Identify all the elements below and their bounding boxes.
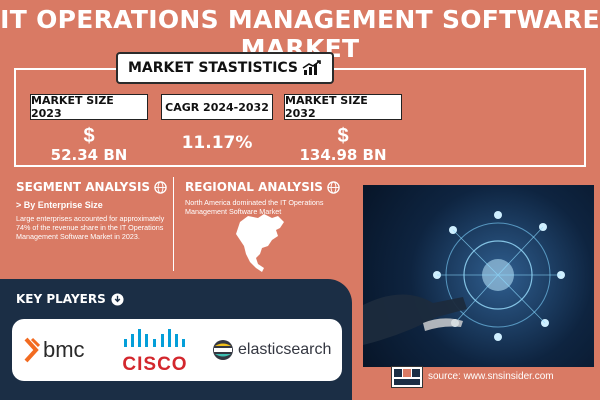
globe-icon xyxy=(154,180,167,194)
stat-value-cagr: 11.17% xyxy=(181,133,253,153)
bmc-logo: bmc xyxy=(24,337,85,363)
sns-insider-logo xyxy=(391,366,423,388)
frame-line-bottom xyxy=(14,165,586,167)
cisco-logo-text: CISCO xyxy=(122,354,188,375)
stat-label-market-size-2032: MARKET SIZE 2032 xyxy=(284,94,402,120)
logo-card: bmc CISCO elasticsearch xyxy=(12,319,342,381)
regional-analysis-label: REGIONAL ANALYSIS xyxy=(185,180,323,194)
regional-description: North America dominated the IT Operation… xyxy=(185,198,324,216)
frame-line-top-left xyxy=(14,68,116,70)
north-america-map-icon xyxy=(236,214,284,272)
chart-growth-icon xyxy=(302,60,321,75)
bmc-logo-text: bmc xyxy=(43,337,85,362)
frame-line-top-right xyxy=(334,68,586,70)
stat-value-market-size-2032: 134.98 BN xyxy=(299,146,387,164)
frame-line-right xyxy=(584,68,586,166)
stat-label-cagr: CAGR 2024-2032 xyxy=(161,94,273,120)
page-title: IT OPERATIONS MANAGEMENT SOFTWARE MARKET xyxy=(0,5,600,63)
segment-description: Large enterprises accounted for approxim… xyxy=(16,214,165,241)
vertical-divider xyxy=(173,177,174,271)
network-hologram-icon xyxy=(363,211,565,345)
elasticsearch-logo: elasticsearch xyxy=(212,339,331,361)
bmc-chevron-icon xyxy=(24,337,40,363)
source-link[interactable]: source: www.snsinsider.com xyxy=(428,371,554,382)
dollar-icon: $ xyxy=(337,125,349,147)
cisco-logo: CISCO xyxy=(120,329,190,376)
segment-subheading: > By Enterprise Size xyxy=(16,200,103,210)
sns-insider-badge-icon xyxy=(394,369,420,385)
key-players-heading: KEY PLAYERS xyxy=(16,292,124,306)
stat-value-market-size-2023: 52.34 BN xyxy=(50,146,128,164)
elasticsearch-logo-text: elasticsearch xyxy=(238,341,332,358)
technology-hand-photo xyxy=(363,185,594,367)
download-circle-icon xyxy=(111,292,124,306)
key-players-label: KEY PLAYERS xyxy=(16,292,106,306)
market-statistics-header: MARKET STASTISTICS xyxy=(116,52,334,84)
stat-label-market-size-2023: MARKET SIZE 2023 xyxy=(30,94,148,120)
globe-icon xyxy=(327,180,340,194)
dollar-icon: $ xyxy=(83,125,95,147)
segment-analysis-heading: SEGMENT ANALYSIS xyxy=(16,180,167,194)
cisco-bars-icon xyxy=(124,329,185,347)
segment-analysis-label: SEGMENT ANALYSIS xyxy=(16,180,151,194)
elasticsearch-mark-icon xyxy=(213,340,233,360)
frame-line-left xyxy=(14,68,16,166)
regional-analysis-heading: REGIONAL ANALYSIS xyxy=(185,180,340,194)
market-statistics-label: MARKET STASTISTICS xyxy=(127,60,299,76)
